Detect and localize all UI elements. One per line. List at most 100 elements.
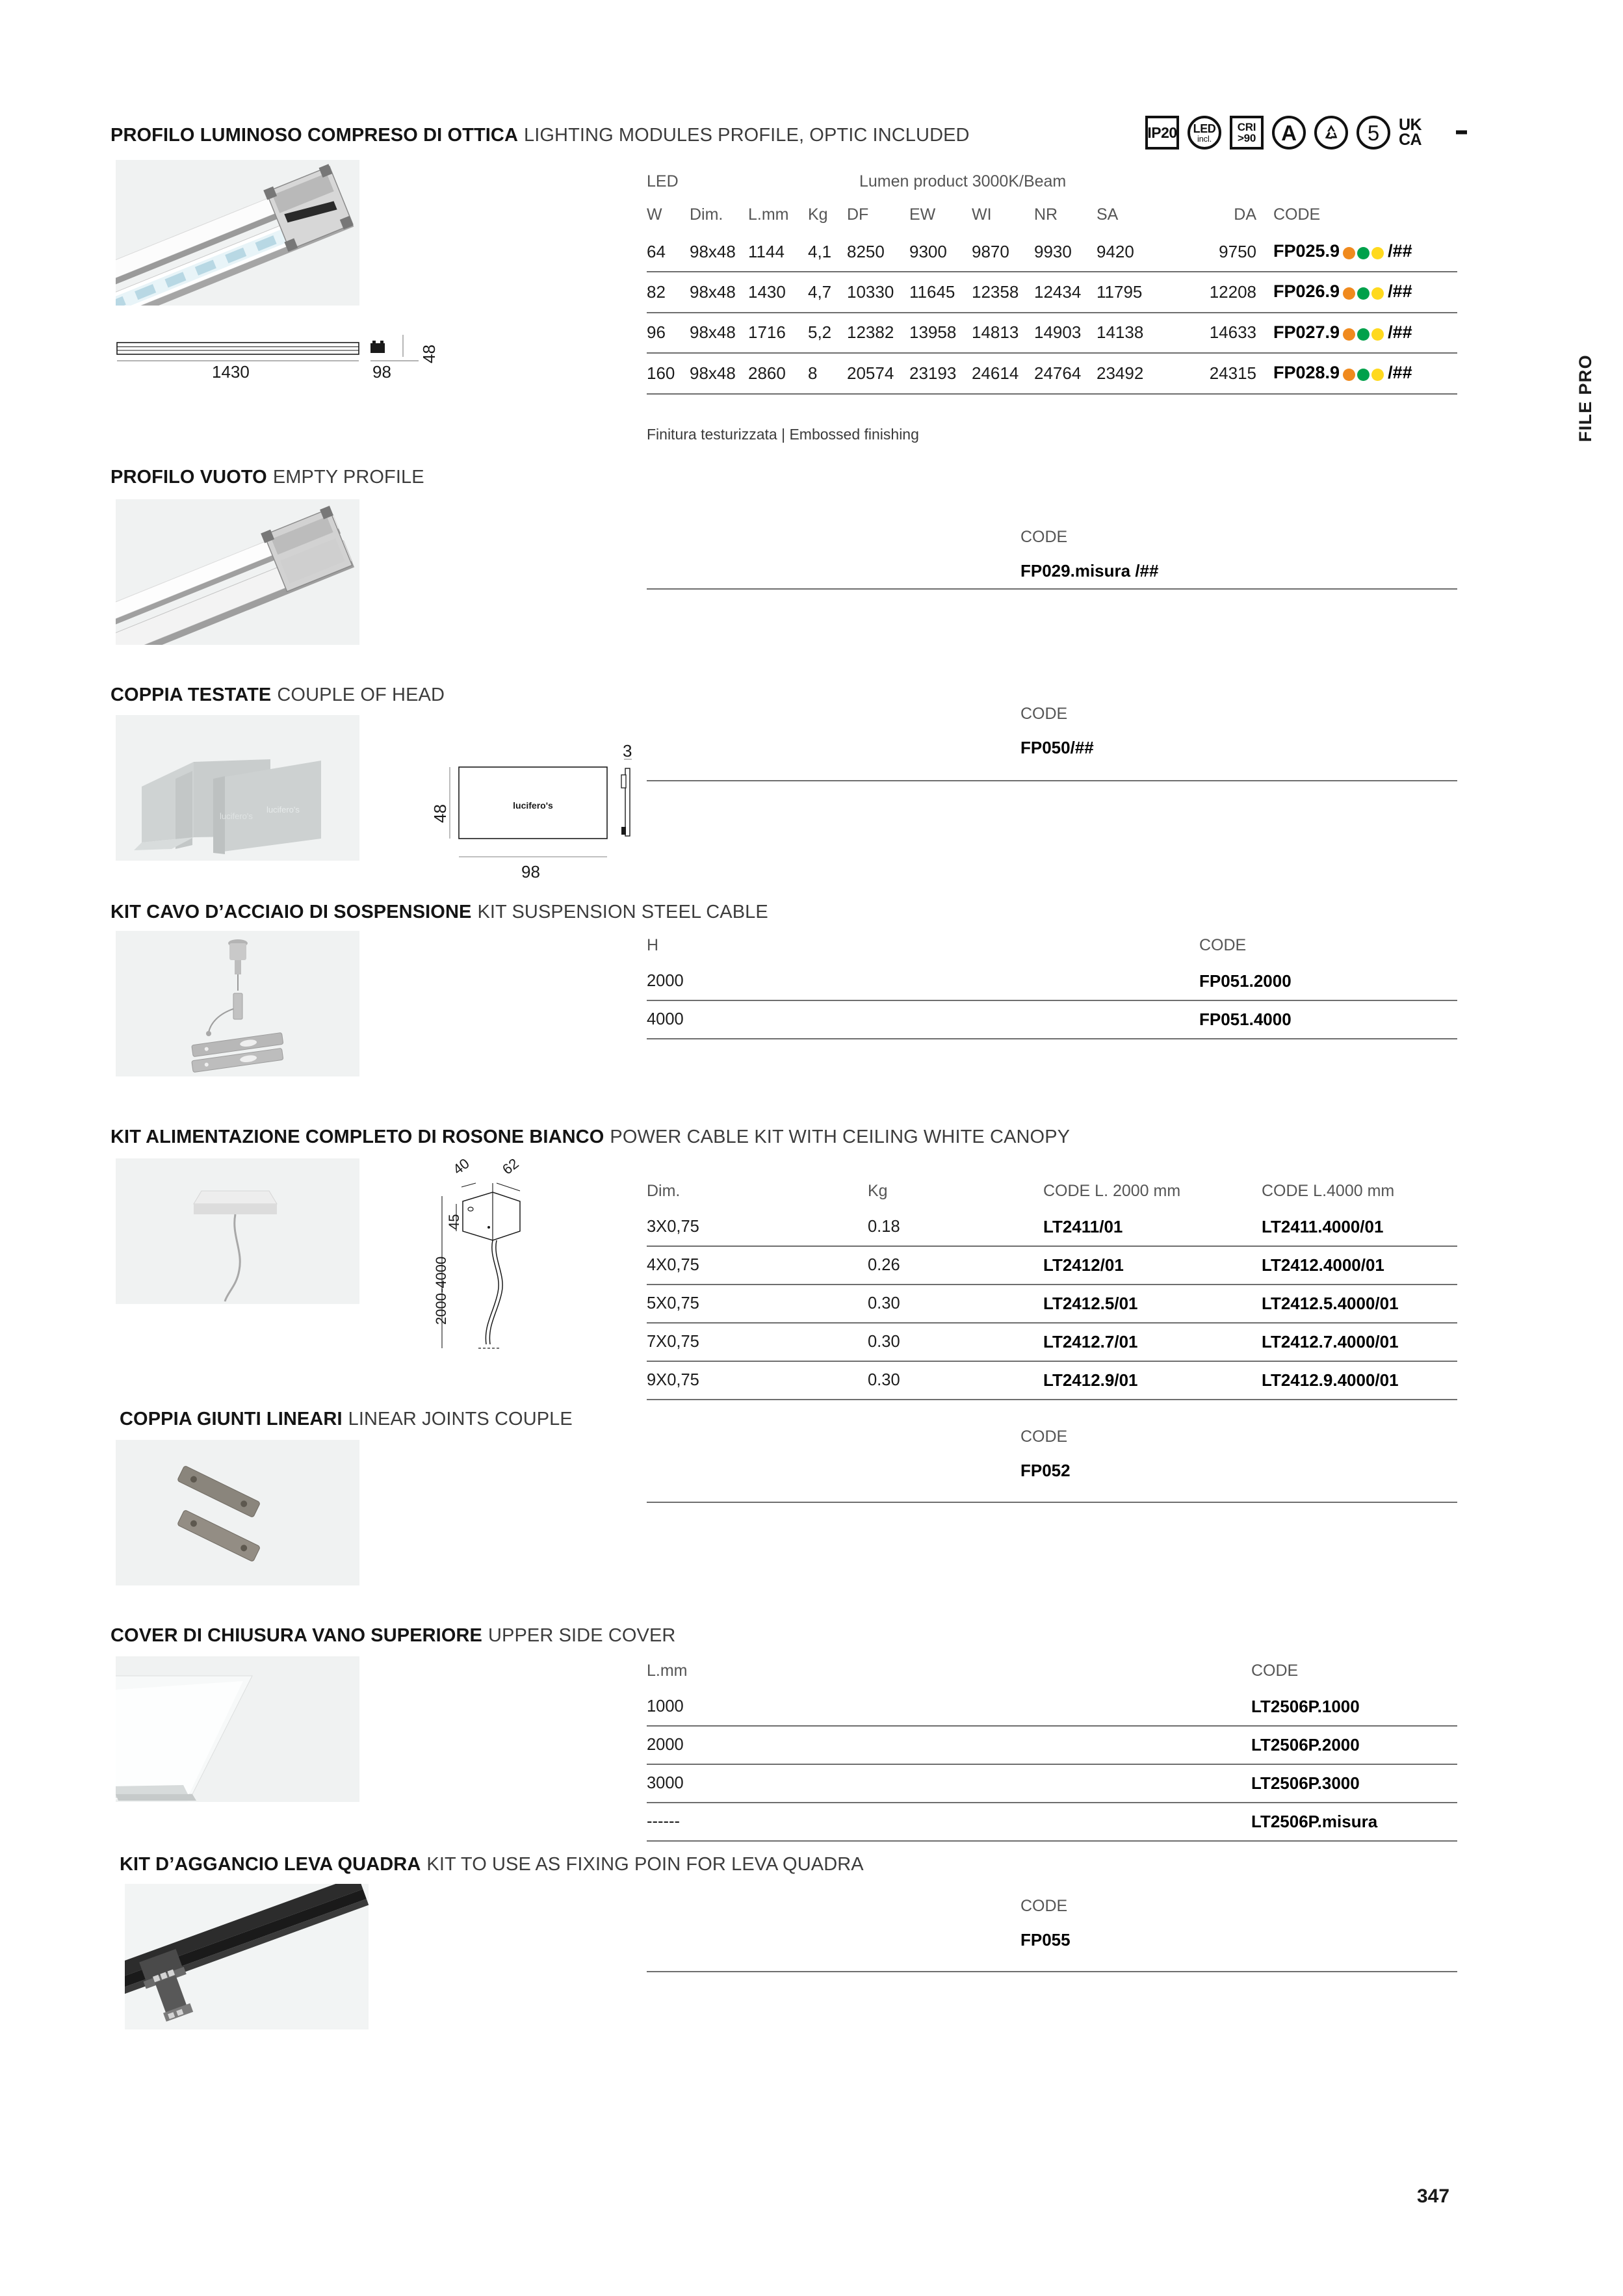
recycle-icon xyxy=(1314,116,1348,150)
width-extension-line xyxy=(370,360,419,361)
status-dot-1 xyxy=(1343,368,1356,381)
cell-lmm: 1000 xyxy=(647,1688,1251,1727)
cell-ew: 9300 xyxy=(909,232,972,273)
availability-dots xyxy=(1343,283,1386,303)
col-kg: Kg xyxy=(808,205,828,224)
section-title-en: EMPTY PROFILE xyxy=(272,467,424,488)
section-title-coppia-testate: COPPIA TESTATE COUPLE OF HEAD xyxy=(110,685,445,706)
product-photo-kit-aggancio xyxy=(125,1884,369,2029)
cell-lmm: 2860 xyxy=(748,353,808,395)
cell-code: LT2506P.1000 xyxy=(1251,1688,1457,1727)
cell-sa: 11795 xyxy=(1097,272,1171,313)
table-header-row: W Dim. L.mm Kg DF EW WI NR SA DA CODE xyxy=(647,205,1457,232)
cell-sa: 14138 xyxy=(1097,312,1171,354)
code-block-coppia-testate: CODE FP050/## xyxy=(1020,705,1457,758)
col-code-2000: CODE L. 2000 mm xyxy=(1043,1182,1181,1200)
cri-icon: CRI >90 xyxy=(1230,116,1264,150)
cell-code4000: LT2412.9.4000/01 xyxy=(1262,1361,1457,1400)
cell-sa: 23492 xyxy=(1097,353,1171,395)
cell-ew: 11645 xyxy=(909,272,972,313)
rule-coppia-giunti xyxy=(647,1502,1457,1503)
col-dim: Dim. xyxy=(647,1182,681,1200)
code-suffix: /## xyxy=(1388,363,1412,383)
leva-quadra-fixing-illustration xyxy=(125,1884,369,2029)
col-dim: Dim. xyxy=(690,205,723,224)
ukca-icon: UK CA xyxy=(1399,116,1422,149)
availability-dots xyxy=(1343,323,1386,343)
svg-text:lucifero's: lucifero's xyxy=(266,805,300,815)
cell-df: 8250 xyxy=(847,232,909,273)
warranty-5-icon: 5 xyxy=(1357,116,1390,150)
dimension-length-label: 1430 xyxy=(212,362,250,382)
col-w: W xyxy=(647,205,662,224)
cell-lmm: 1144 xyxy=(748,232,808,273)
rule-coppia-testate xyxy=(647,780,1457,781)
section-title-profilo-vuoto: PROFILO VUOTO EMPTY PROFILE xyxy=(110,467,424,488)
cell-code: FP026.9 /## xyxy=(1256,272,1457,313)
section-title-cover-chiusura: COVER DI CHIUSURA VANO SUPERIORE UPPER SI… xyxy=(110,1625,675,1647)
cell-code4000: LT2412.5.4000/01 xyxy=(1262,1285,1457,1324)
cell-ew: 13958 xyxy=(909,312,972,354)
section-title-en: LINEAR JOINTS COUPLE xyxy=(348,1409,573,1429)
cell-kg: 0.30 xyxy=(868,1285,1043,1324)
availability-dots xyxy=(1343,242,1386,262)
code-value: FP050/## xyxy=(1020,738,1094,757)
code-header: CODE xyxy=(1020,528,1068,546)
section-title-en: KIT TO USE AS FIXING POIN FOR LEVA QUADR… xyxy=(426,1854,864,1875)
status-dot-2 xyxy=(1357,328,1370,341)
table-profilo-luminoso: W Dim. L.mm Kg DF EW WI NR SA DA CODE 64… xyxy=(647,205,1457,395)
cell-dim: 98x48 xyxy=(690,232,748,273)
cell-dim: 98x48 xyxy=(690,272,748,313)
section-title-en: KIT SUSPENSION STEEL CABLE xyxy=(477,902,768,922)
cell-nr: 14903 xyxy=(1034,312,1097,354)
cell-kg: 0.30 xyxy=(868,1323,1043,1362)
product-photo-profilo-luminoso xyxy=(116,160,359,306)
cell-dim: 5X0,75 xyxy=(647,1285,868,1324)
group-header-led: LED xyxy=(647,172,679,190)
cell-wi: 9870 xyxy=(972,232,1034,273)
table-header-row: H CODE xyxy=(647,936,1457,963)
status-dot-1 xyxy=(1343,328,1356,341)
table-row: 7X0,75 0.30 LT2412.7/01 LT2412.7.4000/01 xyxy=(647,1323,1457,1362)
col-nr: NR xyxy=(1034,205,1058,224)
cell-kg: 0.18 xyxy=(868,1208,1043,1247)
col-wi: WI xyxy=(972,205,992,224)
col-code-4000: CODE L.4000 mm xyxy=(1262,1182,1395,1200)
section-title-it: PROFILO LUMINOSO COMPRESO DI OTTICA xyxy=(110,125,518,146)
product-photo-kit-cavo xyxy=(116,931,359,1076)
cell-code: FP027.9 /## xyxy=(1256,312,1457,354)
table-cover-chiusura: L.mm CODE 1000 LT2506P.1000 2000 LT2506P.20… xyxy=(647,1662,1457,1842)
cell-code2000: LT2412.7/01 xyxy=(1043,1323,1262,1362)
table-row: 2000 FP051.2000 xyxy=(647,963,1457,1001)
product-photo-cover-chiusura xyxy=(116,1656,359,1802)
upper-cover-illustration xyxy=(116,1656,359,1802)
dimension-width-label: 98 xyxy=(372,362,391,382)
profile-illustration xyxy=(116,160,359,306)
product-photo-coppia-testate: lucifero's lucifero's xyxy=(116,715,359,861)
class-a-icon: A xyxy=(1272,116,1306,150)
cell-code4000: LT2412.7.4000/01 xyxy=(1262,1323,1457,1362)
cell-w: 64 xyxy=(647,232,690,273)
cell-code: LT2506P.2000 xyxy=(1251,1726,1457,1765)
group-header-lumen: Lumen product 3000K/Beam xyxy=(859,172,1067,190)
table-row: 2000 LT2506P.2000 xyxy=(647,1726,1457,1765)
section-title-en: LIGHTING MODULES PROFILE, OPTIC INCLUDED xyxy=(524,125,970,146)
col-code: CODE xyxy=(1251,1662,1299,1680)
recycle-glyph xyxy=(1325,125,1338,139)
dimension-drawing-coppia-testate: lucifero's 48 98 3 xyxy=(416,741,643,881)
table-row: 4X0,75 0.26 LT2412/01 LT2412.4000/01 xyxy=(647,1246,1457,1285)
status-dot-3 xyxy=(1371,328,1384,341)
product-code: FP025.9 xyxy=(1273,241,1340,261)
status-dot-3 xyxy=(1371,246,1384,259)
table-row: 5X0,75 0.30 LT2412.5/01 LT2412.5.4000/01 xyxy=(647,1285,1457,1324)
col-code: CODE xyxy=(1199,936,1247,954)
status-dot-1 xyxy=(1343,246,1356,259)
steel-cable-kit-illustration xyxy=(116,931,359,1076)
table-header-row: L.mm CODE xyxy=(647,1662,1457,1688)
cell-df: 12382 xyxy=(847,312,909,354)
cell-kg: 8 xyxy=(808,353,847,395)
cell-kg: 5,2 xyxy=(808,312,847,354)
ip20-icon: IP20 xyxy=(1145,116,1179,150)
product-photo-kit-alimentazione xyxy=(116,1158,359,1304)
